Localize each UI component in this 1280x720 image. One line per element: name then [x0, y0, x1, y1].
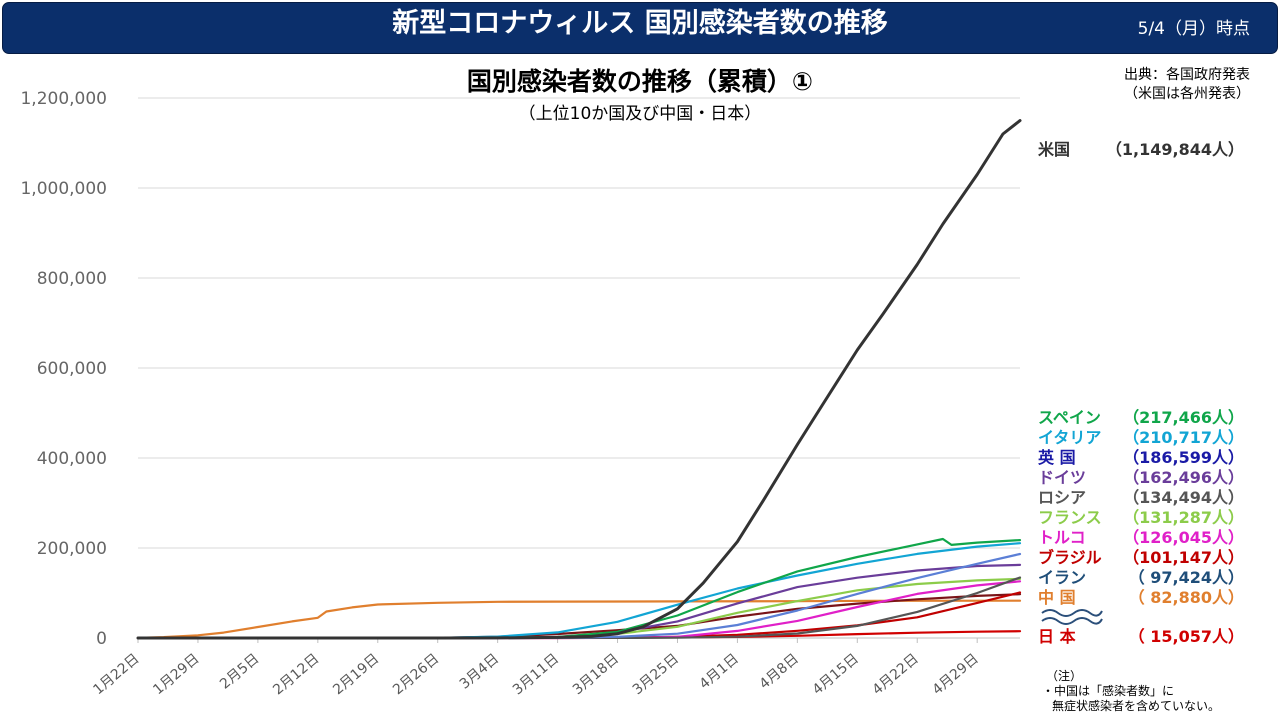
footnote: （注） ・中国は「感染者数」に 無症状感染者を含めていない。: [1042, 669, 1220, 714]
series-label: 米国 （1,149,844人）: [1038, 136, 1248, 159]
series-label: ブラジル （101,147人）: [1038, 544, 1248, 567]
y-tick-label: 0: [96, 629, 107, 649]
series-value: （1,149,844人）: [1105, 140, 1244, 159]
x-tick-label: 2月19日: [330, 651, 382, 698]
chart-title: 国別感染者数の推移（累積）①: [466, 67, 814, 96]
series-label: フランス （131,287人）: [1038, 504, 1248, 527]
x-tick-label: 1月29日: [150, 651, 202, 698]
x-tick-label: 3月18日: [570, 651, 622, 698]
series-value: （131,287人）: [1123, 508, 1244, 527]
series-name: イラン: [1038, 568, 1087, 587]
series-line: [136, 119, 1022, 640]
x-tick-label: 4月8日: [757, 651, 802, 693]
series-value: （134,494人）: [1123, 488, 1244, 507]
x-tick-label: 2月12日: [270, 651, 322, 698]
series-label: トルコ （126,045人）: [1038, 524, 1248, 547]
x-tick-label: 3月4日: [457, 651, 502, 693]
y-tick-label: 800,000: [37, 269, 107, 289]
series-name: 日 本: [1038, 627, 1076, 646]
series-label: ロシア （134,494人）: [1038, 484, 1248, 507]
axis-break-icon: [1041, 609, 1103, 625]
series-line: [136, 537, 1022, 640]
series-label: 英 国 （186,599人）: [1038, 444, 1248, 467]
series-name: フランス: [1038, 508, 1102, 527]
series-value: （126,045人）: [1123, 528, 1244, 547]
footnote-head: （注）: [1046, 669, 1083, 683]
x-tick-label: 1月22日: [90, 651, 142, 698]
series-name: 英 国: [1038, 448, 1076, 467]
x-tick-label: 3月11日: [510, 651, 562, 698]
x-tick-label: 3月25日: [630, 651, 682, 698]
series-value: （101,147人）: [1123, 548, 1244, 567]
x-tick-label: 4月15日: [810, 651, 862, 698]
series-name: ブラジル: [1038, 548, 1102, 567]
series-name: 米国: [1038, 140, 1071, 159]
header-title: 新型コロナウィルス 国別感染者数の推移: [392, 8, 888, 39]
series-name: ドイツ: [1038, 468, 1087, 487]
series-value: （217,466人）: [1123, 408, 1244, 427]
source-note: 出典：各国政府発表 （米国は各州発表）: [1124, 66, 1250, 104]
series-line: [136, 576, 1022, 640]
series-name: ロシア: [1038, 488, 1087, 507]
series-label: イタリア （210,717人）: [1038, 424, 1248, 447]
x-tick-label: 4月22日: [870, 651, 922, 698]
series-label: ドイツ （162,496人）: [1038, 464, 1248, 487]
series-line: [136, 599, 1022, 639]
series-value: （ 97,424人）: [1128, 568, 1244, 587]
header-banner: [2, 2, 1278, 54]
series-value: （ 82,880人）: [1128, 588, 1244, 607]
x-tick-label: 2月26日: [390, 651, 442, 698]
series-value: （210,717人）: [1123, 428, 1244, 447]
header-date: 5/4（月）時点: [1137, 19, 1250, 39]
series-label: スペイン （217,466人）: [1038, 404, 1248, 427]
series-value: （162,496人）: [1123, 468, 1244, 487]
y-tick-label: 600,000: [37, 359, 107, 379]
series-name: スペイン: [1038, 408, 1101, 427]
series-name: トルコ: [1038, 528, 1086, 547]
y-tick-label: 200,000: [37, 539, 107, 559]
y-tick-label: 400,000: [37, 449, 107, 469]
series-label: イラン （ 97,424人）: [1038, 564, 1248, 587]
x-tick-label: 4月1日: [697, 651, 742, 693]
x-tick-label: 4月29日: [930, 651, 982, 698]
series-label: 中 国 （ 82,880人）: [1038, 584, 1248, 607]
series-name: イタリア: [1038, 428, 1102, 447]
series-line: [136, 542, 1022, 640]
source-line-1: 出典：各国政府発表: [1124, 67, 1250, 83]
footnote-line-1: ・中国は「感染者数」に: [1042, 684, 1175, 698]
y-tick-label: 1,200,000: [20, 89, 107, 109]
chart-subtitle: （上位10か国及び中国・日本）: [518, 104, 762, 124]
series-value: （ 15,057人）: [1128, 627, 1244, 646]
series-value: （186,599人）: [1123, 448, 1244, 467]
y-tick-label: 1,000,000: [20, 179, 107, 199]
source-line-2: （米国は各州発表）: [1124, 86, 1250, 102]
series-label: 日 本 （ 15,057人）: [1038, 623, 1248, 646]
x-tick-label: 2月5日: [217, 651, 262, 693]
footnote-line-2: 無症状感染者を含めていない。: [1052, 699, 1221, 713]
series-name: 中 国: [1038, 588, 1076, 607]
